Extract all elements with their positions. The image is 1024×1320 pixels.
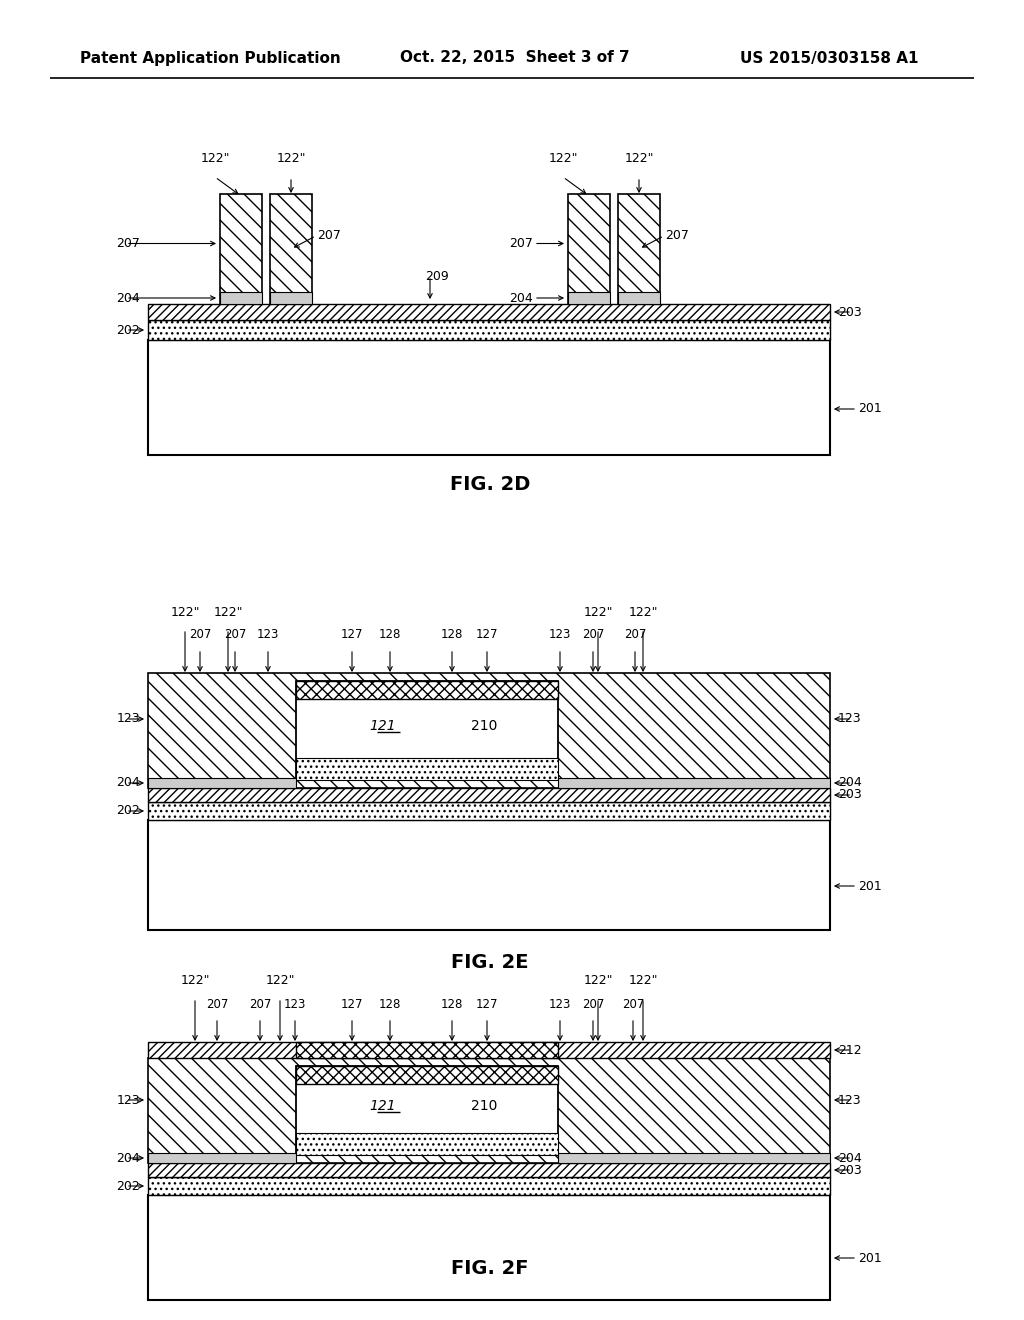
Text: 123: 123 (117, 713, 140, 726)
Text: 207: 207 (624, 628, 646, 642)
Text: 204: 204 (838, 1151, 862, 1164)
Bar (220, 292, 262, 304)
Text: 207: 207 (317, 230, 341, 243)
Bar (148, 304, 830, 319)
Bar (296, 681, 558, 780)
Bar (220, 194, 262, 304)
Text: 122": 122" (548, 153, 578, 165)
Text: 127: 127 (341, 998, 364, 1011)
Text: 207: 207 (116, 238, 140, 249)
Text: 207: 207 (582, 628, 604, 642)
Text: 207: 207 (224, 628, 246, 642)
Text: FIG. 2E: FIG. 2E (452, 953, 528, 973)
Text: 212: 212 (838, 1044, 861, 1056)
Text: 201: 201 (858, 403, 882, 416)
Text: 202: 202 (117, 1180, 140, 1192)
Bar (148, 319, 830, 341)
Bar (618, 292, 660, 304)
Text: 204: 204 (117, 776, 140, 789)
Bar (148, 673, 830, 788)
Bar (148, 1041, 830, 1059)
Text: 122": 122" (629, 606, 657, 619)
Text: 207: 207 (206, 998, 228, 1011)
Text: 127: 127 (476, 628, 499, 642)
Bar (270, 194, 312, 304)
Text: 122": 122" (213, 606, 243, 619)
Bar (148, 803, 830, 820)
Bar (296, 758, 558, 780)
Text: 203: 203 (838, 1163, 862, 1176)
Text: FIG. 2F: FIG. 2F (452, 1258, 528, 1278)
Text: 207: 207 (622, 998, 644, 1011)
Text: 123: 123 (117, 1093, 140, 1106)
Text: 128: 128 (379, 628, 401, 642)
Text: 122": 122" (201, 153, 229, 165)
Text: 203: 203 (838, 305, 862, 318)
Text: 203: 203 (838, 788, 862, 801)
Text: 123: 123 (549, 628, 571, 642)
Text: US 2015/0303158 A1: US 2015/0303158 A1 (740, 50, 919, 66)
Text: 123: 123 (549, 998, 571, 1011)
Text: 207: 207 (509, 238, 534, 249)
Text: 201: 201 (858, 1251, 882, 1265)
Text: 122": 122" (276, 153, 306, 165)
Bar (148, 341, 830, 455)
Text: 122": 122" (265, 974, 295, 986)
Text: FIG. 2D: FIG. 2D (450, 475, 530, 495)
Text: 202: 202 (117, 323, 140, 337)
Text: Oct. 22, 2015  Sheet 3 of 7: Oct. 22, 2015 Sheet 3 of 7 (400, 50, 630, 66)
Bar (148, 788, 830, 803)
Text: 128: 128 (440, 998, 463, 1011)
Text: 204: 204 (838, 776, 862, 789)
Bar (296, 1067, 558, 1084)
Bar (618, 194, 660, 304)
Text: 210: 210 (471, 718, 498, 733)
Bar (148, 1059, 830, 1163)
Text: 123: 123 (284, 998, 306, 1011)
Text: 121: 121 (369, 1100, 395, 1113)
Bar (558, 777, 830, 788)
Text: 207: 207 (582, 998, 604, 1011)
Text: 201: 201 (858, 879, 882, 892)
Text: 122": 122" (584, 974, 612, 986)
Text: 122": 122" (629, 974, 657, 986)
Bar (568, 194, 610, 304)
Text: 127: 127 (476, 998, 499, 1011)
Bar (558, 1152, 830, 1163)
Text: 123: 123 (838, 713, 861, 726)
Text: 207: 207 (249, 998, 271, 1011)
Bar (296, 1041, 558, 1059)
Bar (296, 1133, 558, 1155)
Bar (148, 1195, 830, 1300)
Text: 122": 122" (584, 606, 612, 619)
Text: Patent Application Publication: Patent Application Publication (80, 50, 341, 66)
Text: 204: 204 (117, 292, 140, 305)
Bar (148, 820, 830, 931)
Text: 204: 204 (509, 292, 534, 305)
Bar (148, 1177, 830, 1195)
Text: 122": 122" (625, 153, 653, 165)
Text: 121: 121 (369, 718, 395, 733)
Bar (148, 777, 296, 788)
Bar (270, 292, 312, 304)
Text: 207: 207 (188, 628, 211, 642)
Text: 128: 128 (440, 628, 463, 642)
Text: 123: 123 (257, 628, 280, 642)
Text: 128: 128 (379, 998, 401, 1011)
Text: 122": 122" (170, 606, 200, 619)
Bar (568, 292, 610, 304)
Text: 209: 209 (425, 269, 449, 282)
Text: 127: 127 (341, 628, 364, 642)
Bar (296, 1067, 558, 1155)
Text: 204: 204 (117, 1151, 140, 1164)
Bar (148, 1163, 830, 1177)
Text: 202: 202 (117, 804, 140, 817)
Text: 210: 210 (471, 1100, 498, 1113)
Text: 123: 123 (838, 1093, 861, 1106)
Text: 122": 122" (180, 974, 210, 986)
Bar (296, 681, 558, 700)
Bar (148, 1152, 296, 1163)
Text: 207: 207 (665, 230, 689, 243)
